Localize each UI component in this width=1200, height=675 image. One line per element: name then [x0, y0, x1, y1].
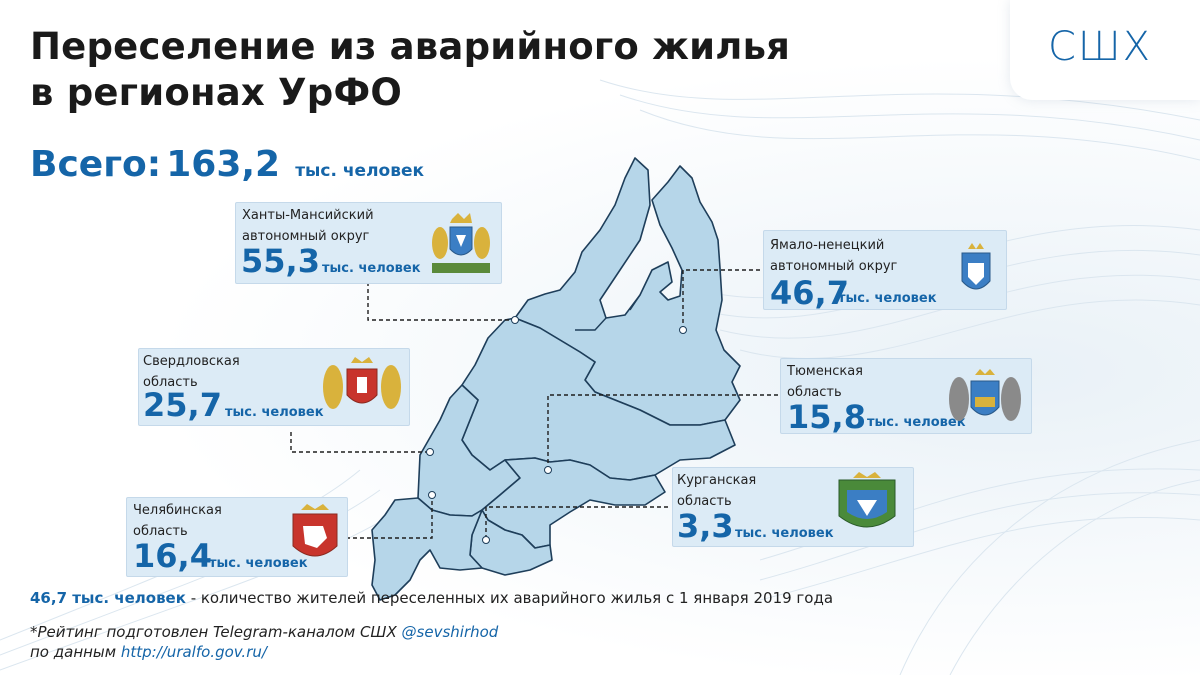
region-value: 16,4 — [133, 537, 212, 575]
total-label: Всего: — [30, 144, 162, 185]
khmao-coat-of-arms-icon — [432, 213, 490, 273]
leader-khmao — [367, 282, 515, 321]
marker-chelyabinsk — [428, 491, 436, 499]
marker-sverdlovsk — [426, 448, 434, 456]
region-name: Челябинская область — [133, 503, 222, 539]
region-unit: тыс. человек — [225, 405, 324, 420]
region-unit: тыс. человек — [209, 556, 308, 571]
source-note: *Рейтинг подготовлен Telegram-каналом СШ… — [30, 622, 498, 662]
region-unit: тыс. человек — [867, 415, 966, 430]
total-unit: тыс. человек — [295, 161, 425, 181]
footnote: 46,7 тыс. человек - количество жителей п… — [30, 589, 833, 607]
leader-tyumen — [547, 394, 778, 470]
marker-kurgan — [482, 536, 490, 544]
total-value: 163,2 — [166, 144, 281, 185]
footnote-highlight: 46,7 тыс. человек — [30, 589, 186, 607]
region-name: Курганская область — [677, 473, 757, 509]
map-region-chelyabinsk — [371, 497, 483, 601]
region-name: Ямало-ненецкий автономный округ — [770, 238, 898, 274]
source-data-text: по данным — [30, 643, 121, 661]
region-card-sverdlovsk: Свердловская область 25,7 тыс. человек — [138, 348, 410, 426]
region-card-tyumen: Тюменская область 15,8 тыс. человек — [780, 358, 1032, 436]
leader-yanao — [682, 269, 760, 330]
sverdlovsk-coat-of-arms-icon — [323, 357, 401, 409]
region-unit: тыс. человек — [838, 291, 937, 306]
title-line-1: Переселение из аварийного жилья — [30, 25, 791, 68]
source-url-link[interactable]: http://uralfo.gov.ru/ — [120, 643, 267, 661]
marker-khmao — [511, 316, 519, 324]
leader-chelyabinsk — [346, 495, 433, 539]
total-summary: Всего: 163,2 тыс. человек — [30, 144, 424, 185]
marker-tyumen — [544, 466, 552, 474]
kurgan-coat-of-arms-icon — [838, 472, 896, 528]
region-card-kurgan: Курганская область 3,3 тыс. человек — [672, 467, 914, 547]
region-value: 3,3 — [677, 507, 734, 545]
title-line-2: в регионах УрФО — [30, 71, 402, 114]
chelyabinsk-coat-of-arms-icon — [292, 504, 338, 557]
region-unit: тыс. человек — [735, 526, 834, 541]
logo: СШХ — [1048, 24, 1153, 70]
region-card-chelyabinsk: Челябинская область 16,4 тыс. человек — [126, 497, 348, 577]
yanao-coat-of-arms-icon — [961, 243, 991, 290]
region-name: Свердловская область — [143, 354, 240, 390]
region-name: Тюменская область — [787, 364, 863, 400]
region-value: 55,3 — [241, 242, 320, 280]
telegram-link[interactable]: @sevshirhod — [401, 623, 499, 641]
region-value: 25,7 — [143, 386, 222, 424]
page-title: Переселение из аварийного жилья в регион… — [30, 24, 790, 116]
tyumen-coat-of-arms-icon — [949, 369, 1021, 421]
logo-panel — [1010, 0, 1200, 100]
region-card-yanao: Ямало-ненецкий автономный округ 46,7 тыс.… — [763, 230, 1007, 312]
region-value: 46,7 — [770, 274, 849, 312]
region-card-khmao: Ханты-Мансийский автономный округ 55,3 ты… — [235, 202, 502, 284]
marker-yanao — [679, 326, 687, 334]
region-value: 15,8 — [787, 398, 866, 436]
source-text: *Рейтинг подготовлен Telegram-каналом СШ… — [30, 623, 402, 641]
leader-kurgan — [485, 506, 668, 540]
region-unit: тыс. человек — [322, 261, 421, 276]
region-name: Ханты-Мансийский автономный округ — [242, 208, 374, 244]
footnote-text: - количество жителей переселенных их ава… — [185, 589, 834, 607]
leader-sverdlovsk — [290, 432, 430, 453]
